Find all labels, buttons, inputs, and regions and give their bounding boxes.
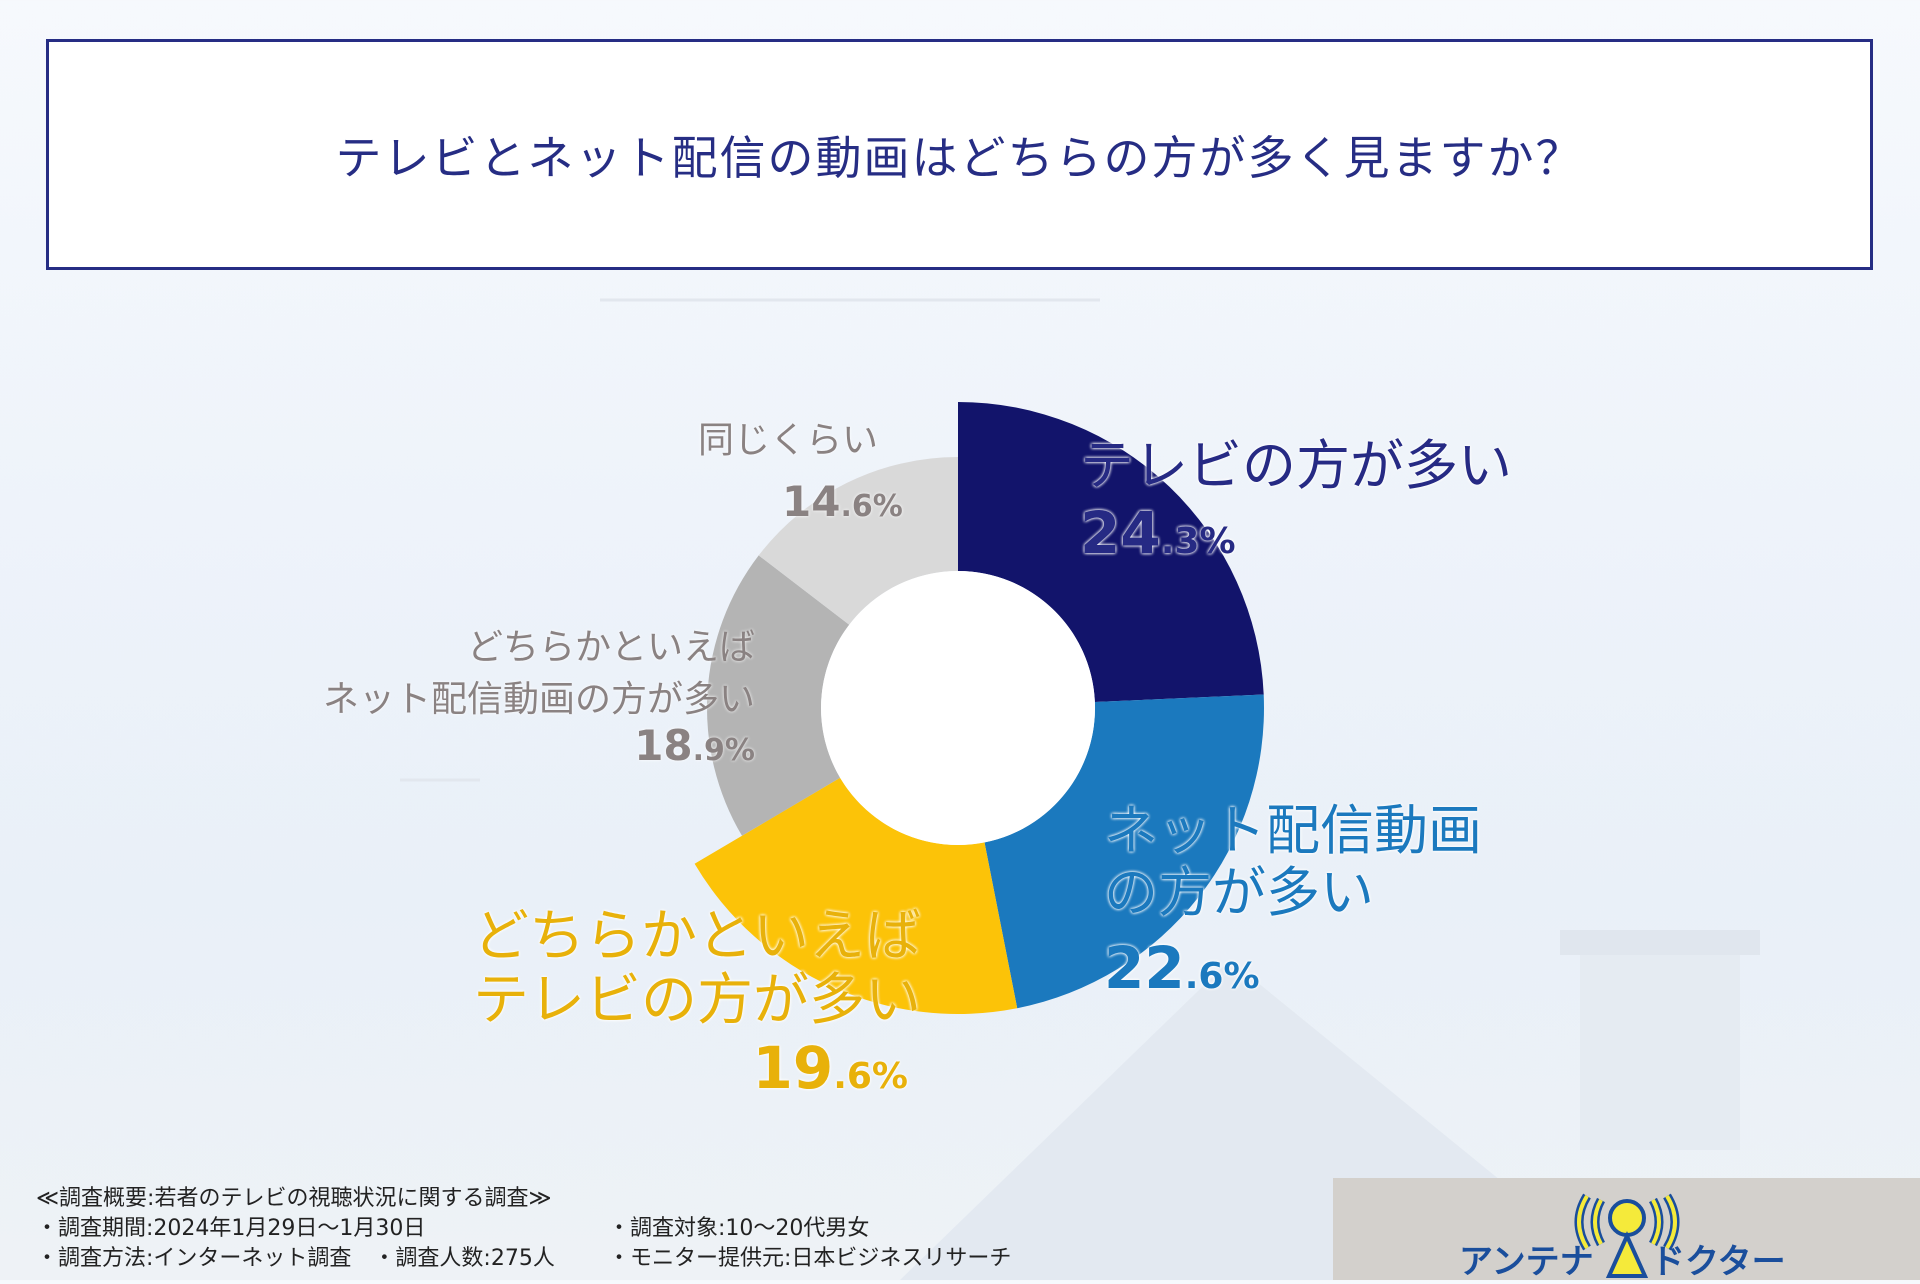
antenna-mascot-icon: アンテナ ドクター: [1459, 1193, 1786, 1282]
logo-text-left: アンテナ: [1459, 1242, 1594, 1280]
survey-summary: ≪調査概要:若者のテレビの視聴状況に関する調査≫ ・調査期間:2024年1月29…: [36, 1184, 1011, 1274]
pct-tv-more: 24.3%: [1080, 499, 1236, 567]
chart-title: テレビとネット配信の動画はどちらの方が多く見ますか？: [335, 130, 1584, 185]
donut-slice-4: [758, 457, 958, 625]
survey-target: ・調査対象:10〜20代男女: [608, 1216, 870, 1241]
survey-heading: ≪調査概要:若者のテレビの視聴状況に関する調査≫: [36, 1186, 552, 1211]
label-rather-net: どちらかといえば ネット配信動画の方が多い: [322, 627, 755, 720]
pct-rather-net: 18.9%: [634, 721, 755, 770]
donut-slice-3: [707, 555, 850, 836]
donut-slice-0: [958, 402, 1264, 702]
pct-rather-tv: 19.6%: [752, 1034, 908, 1102]
title-box: テレビとネット配信の動画はどちらの方が多く見ますか？: [46, 39, 1873, 270]
label-tv-more: テレビの方が多い: [1080, 434, 1512, 497]
logo-text-right: ドクター: [1651, 1242, 1786, 1280]
pct-net-more: 22.6%: [1104, 934, 1260, 1002]
donut-slice-1: [984, 694, 1264, 1009]
donut-slice-2: [694, 777, 1018, 1014]
label-same: 同じくらい: [698, 420, 879, 461]
antenna-doctor-logo: アンテナ ドクター: [1333, 1178, 1920, 1282]
donut-hole: [821, 571, 1095, 845]
pct-same: 14.6%: [782, 477, 903, 526]
survey-method: ・調査方法:インターネット調査 ・調査人数:275人: [36, 1246, 555, 1271]
label-rather-tv: どちらかといえば テレビの方が多い: [473, 904, 921, 1033]
survey-period: ・調査期間:2024年1月29日〜1月30日: [36, 1216, 426, 1241]
label-net-more: ネット配信動画 の方が多い: [1104, 799, 1482, 924]
survey-provider: ・モニター提供元:日本ビジネスリサーチ: [608, 1246, 1012, 1271]
